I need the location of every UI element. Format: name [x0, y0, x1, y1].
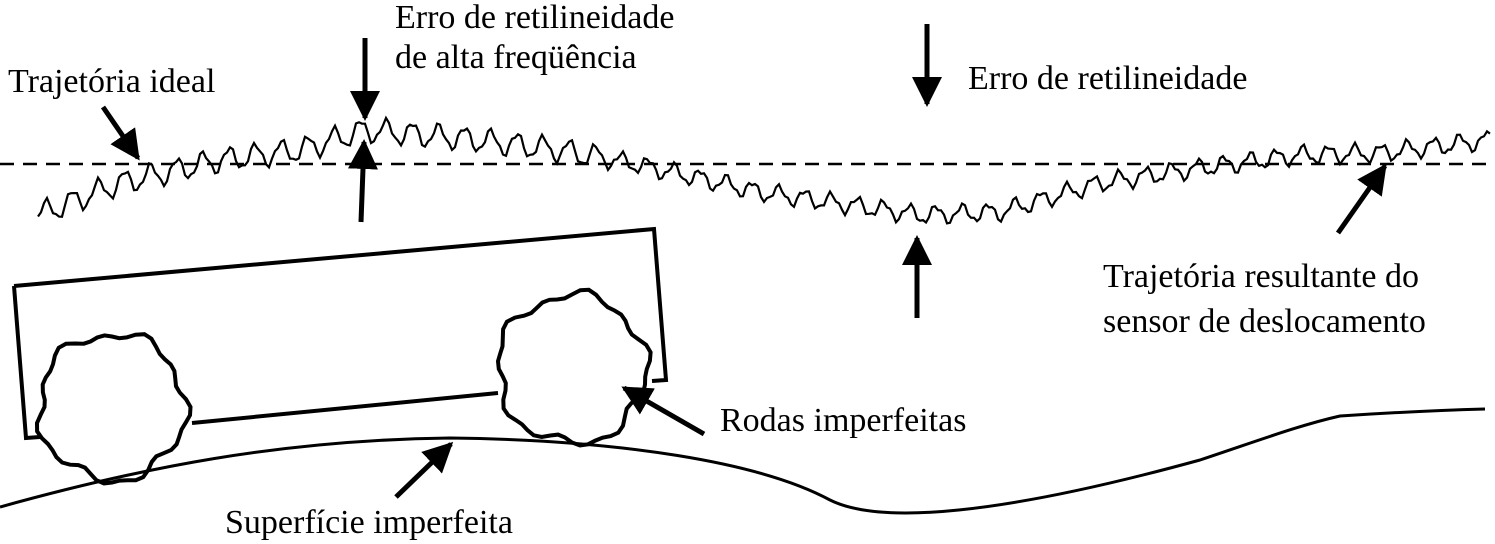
label-hf-error-line1: Erro de retilineidade [395, 0, 675, 36]
label-surface: Superfície imperfeita [225, 504, 513, 541]
label-result-line1: Trajetória resultante do [1103, 258, 1419, 295]
surface-arrow [394, 441, 454, 499]
sensor-trajectory-path [37, 115, 1491, 225]
imperfect-surface [0, 407, 1486, 515]
vehicle-body [12, 226, 669, 441]
imperfect-wheel-left [34, 332, 193, 486]
imperfect-wheel-right [495, 287, 653, 448]
result-path-arrow [1335, 163, 1388, 235]
label-straightness-error: Erro de retilineidade [968, 60, 1248, 97]
wheels-arrow [621, 385, 706, 437]
ideal-path-arrow [100, 105, 141, 161]
label-wheels: Rodas imperfeitas [720, 402, 967, 439]
label-hf-error-line2: de alta freqüência [395, 39, 637, 76]
hf-error-up-arrow [347, 139, 378, 223]
label-ideal-path: Trajetória ideal [8, 63, 216, 100]
label-result-line2: sensor de deslocamento [1103, 303, 1426, 340]
